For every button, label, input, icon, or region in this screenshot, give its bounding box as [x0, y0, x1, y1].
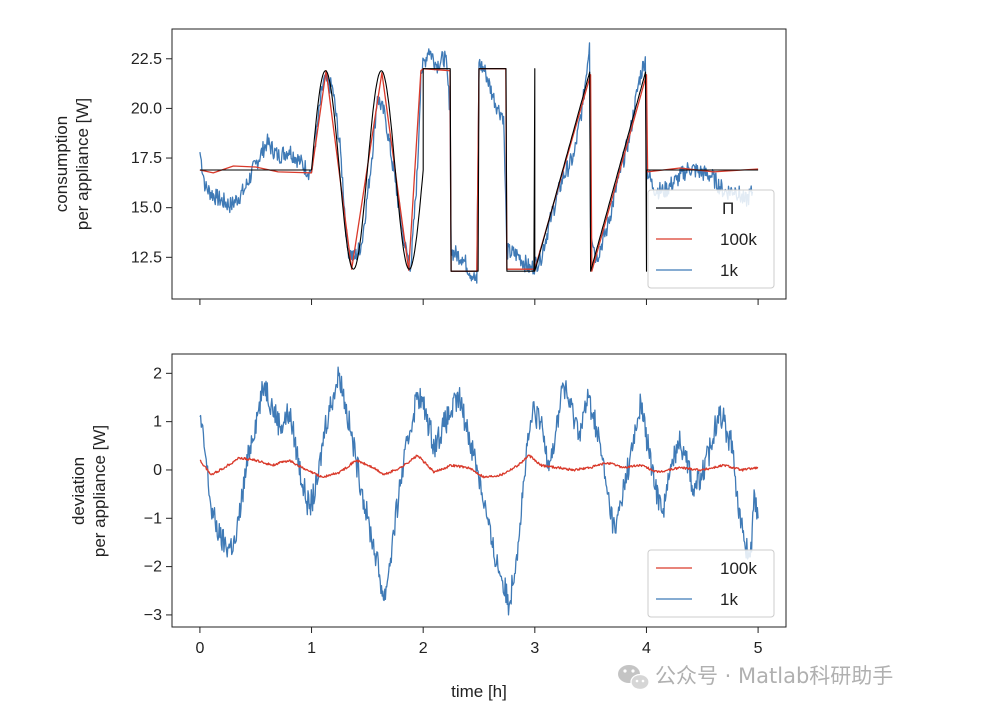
top-legend-box — [647, 189, 775, 289]
top-legend: Π 100k 1k — [647, 189, 775, 289]
bottom-legend: 100k 1k — [647, 549, 775, 618]
top-y-ticks: 12.5 15.0 17.5 20.0 22.5 — [131, 51, 172, 266]
bottom-xtick-label: 3 — [530, 640, 539, 657]
top-legend-label-1k: 1k — [720, 261, 738, 280]
wechat-icon — [618, 665, 650, 691]
top-x-ticks — [199, 299, 759, 305]
bottom-x-ticks: 0 1 2 3 4 5 — [195, 627, 763, 657]
bottom-y-label-line2: per appliance [W] — [90, 425, 109, 557]
series-pi-line — [199, 68, 759, 272]
bottom-legend-label-100k: 100k — [720, 559, 757, 578]
bottom-ytick-label: 1 — [153, 414, 162, 431]
top-ytick-label: 17.5 — [131, 150, 162, 167]
bottom-legend-label-1k: 1k — [720, 590, 738, 609]
top-ytick-label: 20.0 — [131, 100, 162, 117]
bottom-xtick-label: 1 — [307, 640, 316, 657]
top-legend-label-100k: 100k — [720, 230, 757, 249]
bottom-xtick-label: 4 — [642, 640, 651, 657]
bottom-xtick-label: 5 — [754, 640, 763, 657]
bottom-legend-box — [647, 549, 775, 618]
series-1k-deviation-line — [199, 366, 759, 616]
top-ytick-label: 22.5 — [131, 51, 162, 68]
bottom-ytick-label: −1 — [144, 510, 162, 527]
top-legend-label-pi: Π — [722, 199, 734, 218]
top-ytick-label: 15.0 — [131, 200, 162, 217]
bottom-y-ticks: −3 −2 −1 0 1 2 — [144, 365, 172, 624]
bottom-xtick-label: 2 — [419, 640, 428, 657]
bottom-ytick-label: −3 — [144, 607, 162, 624]
bottom-ytick-label: 2 — [153, 365, 162, 382]
bottom-series-group — [199, 366, 759, 616]
series-100k-deviation-line — [199, 454, 759, 479]
top-y-label-line2: per appliance [W] — [73, 98, 92, 230]
bottom-ytick-label: 0 — [153, 462, 162, 479]
watermark: 公众号 · Matlab科研助手 — [618, 664, 893, 691]
deviation-panel: −3 −2 −1 0 1 2 0 1 2 3 4 5 deviation per appliance… — [69, 353, 787, 701]
top-y-label-line1: consumption — [52, 116, 71, 212]
bottom-ytick-label: −2 — [144, 559, 162, 576]
x-axis-label: time [h] — [451, 682, 507, 701]
bottom-xtick-label: 0 — [195, 640, 204, 657]
watermark-text: 公众号 · Matlab科研助手 — [655, 664, 893, 688]
top-ytick-label: 12.5 — [131, 249, 162, 266]
bottom-y-label-line1: deviation — [69, 457, 88, 525]
consumption-panel: 12.5 15.0 17.5 20.0 22.5 consumption per app… — [52, 28, 787, 305]
